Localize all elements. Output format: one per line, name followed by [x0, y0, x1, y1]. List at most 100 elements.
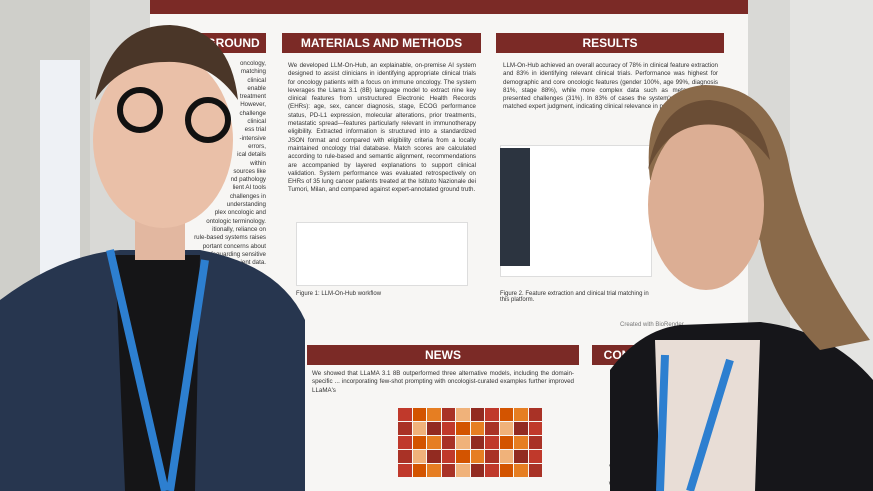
glasses: [117, 87, 163, 133]
text-line: challenges in: [229, 192, 266, 200]
heatmap-cell: [398, 422, 412, 435]
heatmap-cell: [470, 464, 484, 477]
section-heading: NEWS: [307, 345, 579, 365]
workflow-figure: [296, 222, 468, 286]
heatmap-cell: [398, 408, 412, 421]
heatmap-cell: [456, 464, 470, 477]
man-hair: [95, 25, 238, 100]
text-line: However,: [240, 101, 266, 109]
text-line: matching: [240, 68, 266, 76]
heatmap-cell: [485, 464, 499, 477]
text-line: challenge: [239, 109, 267, 117]
section-heading: RESULTS: [496, 33, 724, 53]
heatmap-cell: [485, 422, 499, 435]
text-line: clinical: [247, 76, 266, 84]
platform-sidebar: [500, 148, 530, 266]
glasses: [185, 97, 231, 143]
text-line: treatment: [239, 93, 266, 101]
credit: Created with BioRender: [620, 322, 684, 328]
news-text: We showed that LLaMA 3.1 8B outperformed…: [312, 370, 574, 394]
text-line: errors,: [248, 142, 266, 150]
lanyard: [106, 249, 209, 491]
heatmap-cell: [456, 422, 470, 435]
heatmap-cell: [441, 422, 455, 435]
woman-hair: [648, 100, 770, 170]
heatmap-cell: [427, 422, 441, 435]
figure-caption: Figure 2. Feature extraction and clinica…: [500, 291, 649, 303]
heatmap-cell: [441, 464, 455, 477]
text-line: ical details: [237, 151, 266, 159]
heatmap-cell: [485, 436, 499, 449]
heatmap-cell: [514, 450, 528, 463]
heatmap-cell: [499, 464, 513, 477]
text-line: within: [250, 159, 266, 167]
text-line: ontologic terminology.: [206, 217, 266, 225]
text-line: -intensive: [239, 134, 266, 142]
woman-blouse: [655, 340, 760, 491]
heatmap-cell: [514, 464, 528, 477]
heatmap-cell: [514, 436, 528, 449]
heatmap-cell: [470, 408, 484, 421]
text-line: portant concerns about: [202, 242, 266, 250]
heatmap-cell: [528, 436, 542, 449]
heatmap-cell: [427, 450, 441, 463]
text-line: plex oncologic and: [214, 209, 266, 217]
heatmap-cell: [499, 408, 513, 421]
heatmap-cell: [528, 422, 542, 435]
heatmap-cell: [456, 450, 470, 463]
heatmap-cell: [441, 450, 455, 463]
heatmap-figure: [398, 408, 546, 480]
heatmap-cell: [412, 464, 426, 477]
text-line: enable: [247, 84, 266, 92]
side-poster: [40, 60, 80, 280]
background-text: oncology, matching clinical enable treatment…: [190, 60, 266, 267]
text-line: lient AI tools: [232, 184, 266, 192]
results-text: LLM-On-Hub achieved an overall accuracy …: [503, 62, 718, 111]
text-line: nd pathology: [230, 176, 266, 184]
heatmap-cell: [485, 450, 499, 463]
heatmap-cell: [456, 436, 470, 449]
heatmap-cell: [427, 464, 441, 477]
heatmap-cell: [528, 450, 542, 463]
poster-banner: [150, 0, 748, 14]
heatmap-cell: [427, 436, 441, 449]
heatmap-cell: [427, 408, 441, 421]
heatmap-cell: [441, 408, 455, 421]
heatmap-cell: [456, 408, 470, 421]
heatmap-cell: [398, 464, 412, 477]
heatmap-cell: [514, 408, 528, 421]
heatmap-cell: [412, 422, 426, 435]
text-line: sources like: [233, 167, 266, 175]
heatmap-cell: [485, 408, 499, 421]
heatmap-cell: [470, 450, 484, 463]
text-line: itionally, reliance on: [212, 225, 266, 233]
heatmap-cell: [412, 408, 426, 421]
text-line: ess trial: [244, 126, 266, 134]
heatmap-cell: [528, 464, 542, 477]
heatmap-cell: [398, 450, 412, 463]
heatmap-cell: [470, 436, 484, 449]
lanyard: [656, 354, 734, 491]
heatmap-cell: [441, 436, 455, 449]
heatmap-cell: [412, 450, 426, 463]
text-line: ient data.: [240, 259, 266, 267]
methods-text: We developed LLM-On-Hub, an explainable,…: [288, 62, 476, 194]
heatmap-cell: [470, 422, 484, 435]
heatmap-cell: [499, 450, 513, 463]
section-heading: MATERIALS AND METHODS: [282, 33, 481, 53]
heatmap-cell: [499, 436, 513, 449]
heatmap-cell: [528, 408, 542, 421]
heatmap-cell: [499, 422, 513, 435]
heatmap-cell: [412, 436, 426, 449]
text-line: rule-based systems raises: [194, 234, 266, 242]
woman-face: [648, 120, 764, 290]
text-line: safeguarding sensitive: [204, 250, 266, 258]
heatmap-cell: [398, 436, 412, 449]
text-line: clinical: [247, 118, 266, 126]
heatmap-cell: [514, 422, 528, 435]
text-line: understanding: [226, 201, 266, 209]
figure-caption: Figure 1: LLM-On-Hub workflow: [296, 291, 382, 297]
text-line: oncology,: [239, 60, 266, 67]
